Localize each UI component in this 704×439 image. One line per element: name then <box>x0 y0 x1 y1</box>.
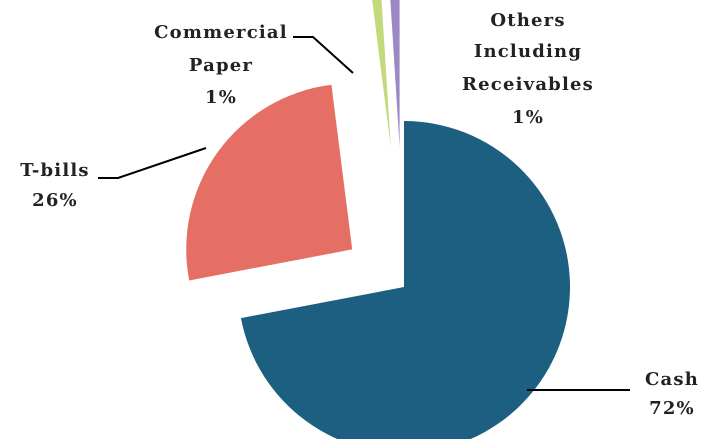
pie-slice-cash <box>240 121 570 439</box>
commercial-paper-leader-line <box>293 36 354 74</box>
tbills-label: T-bills <box>20 160 90 181</box>
cash-label: Cash <box>645 369 699 390</box>
commercial-paper-label-line1: Commercial <box>154 22 288 43</box>
others-percent: 1% <box>512 107 544 128</box>
pie-slices <box>186 0 570 439</box>
cash-percent: 72% <box>649 398 695 419</box>
pie-slice-commercial-paper <box>372 0 391 148</box>
others-label-line2: Including <box>474 41 582 62</box>
tbills-percent: 26% <box>32 190 78 211</box>
others-label-line1: Others <box>490 10 565 31</box>
pie-slice-t-bills <box>186 84 353 281</box>
pie-slice-others-including-receivables <box>390 0 400 148</box>
commercial-paper-percent: 1% <box>205 87 237 108</box>
others-label-line3: Receivables <box>462 74 594 95</box>
tbills-leader-line <box>98 147 207 179</box>
commercial-paper-label-line2: Paper <box>189 55 253 76</box>
